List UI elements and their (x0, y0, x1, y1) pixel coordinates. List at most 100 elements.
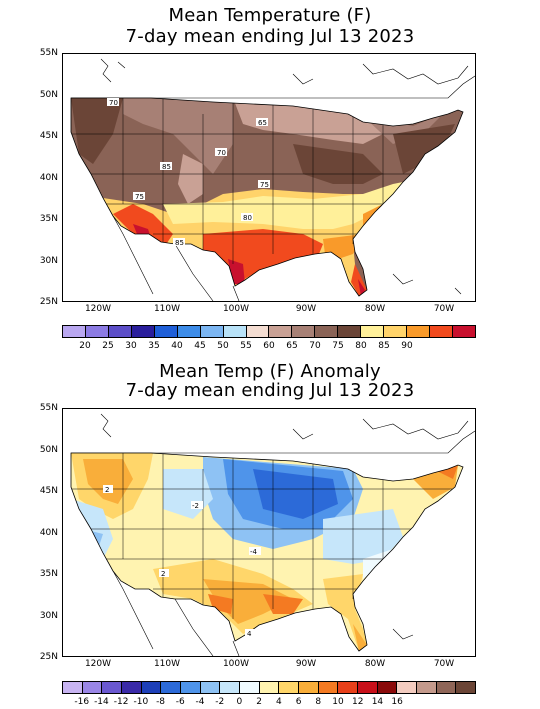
map2-panel: 2 -2 -4 2 4 (62, 408, 476, 657)
lon-label: 110W (153, 659, 181, 669)
colorbar-swatch (377, 682, 398, 693)
map2-title-line1: Mean Temp (F) Anomaly (159, 361, 381, 382)
colorbar-swatch (131, 326, 155, 337)
map1-contour-label: 70 (217, 149, 226, 157)
colorbar-swatch (269, 326, 293, 337)
colorbar-label: -14 (94, 697, 109, 707)
colorbar-swatch (102, 682, 123, 693)
colorbar-swatch (338, 326, 362, 337)
map1-state-lines (71, 98, 463, 264)
colorbar-swatch (240, 682, 260, 693)
colorbar-label: 6 (295, 697, 302, 707)
colorbar-label: 90 (401, 341, 413, 351)
map2-contour-label: 2 (161, 570, 165, 578)
colorbar-label: 10 (332, 697, 344, 707)
colorbar-label: -12 (113, 697, 129, 707)
colorbar-swatch (82, 682, 103, 693)
lat-label: 30N (39, 255, 58, 266)
map1-border-lines (71, 58, 475, 301)
lat-label: 40N (39, 527, 58, 538)
map1-contour-label: 75 (135, 193, 144, 201)
lat-label: 55N (39, 48, 58, 58)
map2-state-lines (71, 453, 463, 619)
lon-label: 80W (364, 659, 386, 669)
lon-label: 70W (433, 304, 455, 314)
colorbar-label: 55 (240, 341, 252, 351)
colorbar-label: 40 (171, 341, 183, 351)
colorbar-swatch (384, 326, 408, 337)
map2-svg: 2 -2 -4 2 4 (70, 413, 475, 656)
lat-label: 55N (39, 403, 58, 413)
colorbar-swatch (452, 326, 475, 337)
lon-label: 70W (433, 659, 455, 669)
colorbar-label: 25 (102, 341, 114, 351)
colorbar-label: 4 (275, 697, 282, 707)
map1-title-line1: Mean Temperature (F) (168, 5, 372, 26)
lon-label: 120W (84, 659, 112, 669)
lon-label: 110W (153, 304, 181, 314)
colorbar-swatch (154, 326, 178, 337)
colorbar-label: 20 (79, 341, 91, 351)
map1-contour-label: 85 (175, 239, 184, 247)
lon-label: 100W (222, 659, 250, 669)
colorbar-label: 2 (256, 697, 262, 707)
map2-contour-label: -2 (192, 502, 199, 510)
colorbar-swatch (108, 326, 132, 337)
lon-label: 120W (84, 304, 112, 314)
colorbar-swatch (318, 682, 339, 693)
lon-label: 90W (295, 304, 317, 314)
colorbar-swatch (358, 682, 378, 693)
colorbar-label: -16 (74, 697, 90, 707)
map1-svg: 70 65 70 85 75 75 80 85 (70, 58, 475, 301)
colorbar-swatch (122, 682, 142, 693)
map1-title-line2: 7-day mean ending Jul 13 2023 (125, 26, 415, 47)
colorbar-swatch (315, 326, 339, 337)
map2-title-line2: 7-day mean ending Jul 13 2023 (125, 380, 415, 401)
colorbar-swatch (220, 682, 241, 693)
map1-contour-label: 70 (109, 99, 118, 107)
colorbar-label: 30 (125, 341, 137, 351)
colorbar-label: -2 (215, 697, 225, 707)
lat-label: 45N (39, 486, 58, 496)
colorbar-swatch (85, 326, 109, 337)
lat-label: 30N (39, 610, 58, 621)
lat-label: 25N (39, 652, 58, 662)
colorbar-swatch (223, 326, 247, 337)
colorbar-label: 50 (217, 341, 229, 351)
map2-border-lines (71, 413, 475, 656)
colorbar-swatch (63, 326, 86, 337)
colorbar-label: -10 (133, 697, 149, 707)
lon-label: 80W (364, 304, 386, 314)
colorbar-label: -4 (195, 697, 205, 707)
colorbar-swatch (246, 326, 270, 337)
colorbar-label: 75 (332, 341, 344, 351)
colorbar-label: 14 (371, 697, 384, 707)
lat-label: 35N (39, 214, 58, 224)
map2-us-outline (70, 452, 464, 652)
colorbar-swatch (292, 326, 316, 337)
colorbar-label: -6 (175, 697, 185, 707)
colorbar-label: 16 (391, 697, 403, 707)
map1-contour-label: 85 (162, 163, 171, 171)
colorbar-label: 12 (351, 697, 364, 707)
colorbar-swatch (436, 682, 457, 693)
map2-contour-label: 4 (247, 630, 252, 638)
colorbar-label: 35 (148, 341, 160, 351)
colorbar-label: 65 (286, 341, 298, 351)
colorbar-swatch (361, 326, 385, 337)
map1-contour-labels: 70 65 70 85 75 75 80 85 (107, 98, 270, 247)
colorbar-swatch (417, 682, 437, 693)
map1-us-outline (70, 97, 464, 297)
colorbar-label: 85 (378, 341, 390, 351)
map2-shaded-field (71, 453, 463, 651)
colorbar-label: 70 (309, 341, 321, 351)
colorbar-swatch (161, 682, 182, 693)
colorbar-swatch (259, 682, 280, 693)
colorbar-swatch (299, 682, 319, 693)
colorbar-swatch (63, 682, 83, 693)
colorbar-label: 8 (315, 697, 322, 707)
colorbar-swatch (279, 682, 300, 693)
colorbar-swatch (141, 682, 162, 693)
map1-contour-label: 80 (243, 214, 252, 222)
lon-label: 100W (222, 304, 250, 314)
